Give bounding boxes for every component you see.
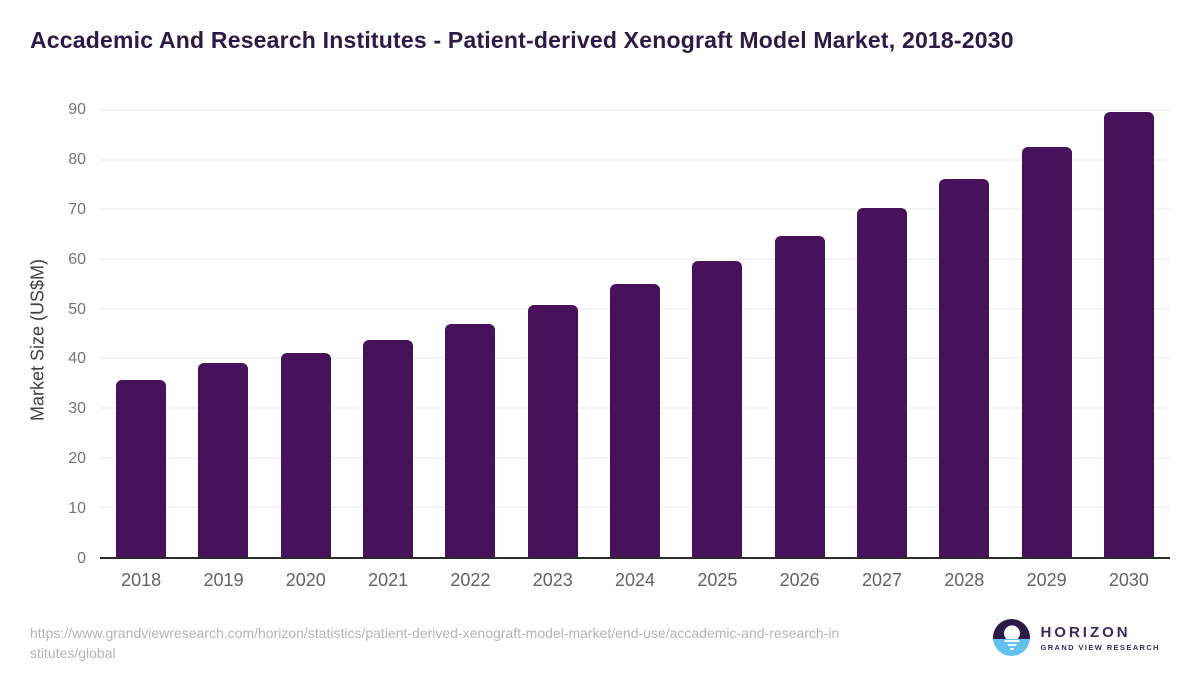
bar-slot-2027: [841, 110, 923, 557]
y-tick-label-40: 40: [68, 350, 86, 368]
bar-slot-2021: [347, 110, 429, 557]
bar-2030: [1103, 111, 1154, 557]
bar-2027: [856, 208, 907, 557]
bar-slot-2022: [429, 110, 511, 557]
bar-2026: [774, 236, 825, 557]
gridline-60: [100, 258, 1170, 260]
bar-2023: [527, 304, 578, 557]
y-tick-label-20: 20: [68, 450, 86, 468]
bar-2020: [280, 352, 331, 557]
bar-slot-2028: [923, 110, 1005, 557]
bar-2022: [445, 324, 496, 557]
x-axis-ticks: 2018 2019 2020 2021 2022 2023 2024 2025 2026 2027…: [100, 570, 1170, 591]
bar-2019: [198, 363, 249, 557]
y-tick-label-0: 0: [77, 550, 86, 567]
x-tick-label-2026: 2026: [779, 570, 820, 590]
x-tick-label-2020: 2020: [285, 570, 326, 590]
x-tick-label-2023: 2023: [532, 570, 573, 590]
gridline-70: [100, 208, 1170, 210]
bar-slot-2029: [1005, 110, 1087, 557]
x-tick-label-2018: 2018: [121, 570, 162, 590]
logo-brand-name: HORIZON: [1040, 623, 1131, 641]
bar-slot-2026: [759, 110, 841, 557]
bar-2018: [116, 379, 167, 557]
horizon-logo-text: HORIZON GRAND VIEW RESEARCH: [1040, 624, 1160, 652]
logo-brand-subtitle: GRAND VIEW RESEARCH: [1040, 642, 1160, 652]
logo-reflection-stripe: [1004, 640, 1020, 642]
bar-2021: [363, 339, 414, 557]
plot-area: [100, 109, 1170, 559]
gridline-90: [100, 109, 1170, 111]
y-tick-label-50: 50: [68, 300, 86, 318]
chart-title: Accademic And Research Institutes - Pati…: [30, 27, 1014, 53]
bar-slot-2024: [594, 110, 676, 557]
y-tick-label-60: 60: [68, 250, 86, 268]
x-tick-label-2029: 2029: [1026, 570, 1067, 590]
bar-2028: [939, 179, 990, 557]
y-tick-label-30: 30: [68, 400, 86, 418]
gridline-80: [100, 159, 1170, 161]
logo-reflection-stripe: [1009, 648, 1014, 650]
x-tick-label-2027: 2027: [861, 570, 902, 590]
bar-slot-2020: [265, 110, 347, 557]
horizon-logo-icon: [993, 619, 1031, 656]
y-tick-label-80: 80: [68, 150, 86, 168]
x-tick-label-2028: 2028: [944, 570, 985, 590]
bar-slot-2018: [100, 110, 182, 557]
logo-sea-half: [993, 639, 1031, 656]
bar-2024: [610, 283, 661, 557]
y-axis-ticks: 0 10 20 30 40 50 60 70 80 90: [0, 101, 92, 567]
y-tick-label-10: 10: [68, 500, 86, 518]
bar-2029: [1021, 147, 1072, 557]
source-url-line-2: stitutes/global: [30, 645, 116, 661]
source-url: https://www.grandviewresearch.com/horizo…: [30, 623, 839, 663]
bar-slot-2025: [676, 110, 758, 557]
bar-slot-2023: [512, 110, 594, 557]
horizon-logo: HORIZON GRAND VIEW RESEARCH: [993, 619, 1160, 656]
x-tick-label-2025: 2025: [697, 570, 738, 590]
logo-sun-icon: [1003, 625, 1020, 642]
x-tick-label-2024: 2024: [615, 570, 656, 590]
x-tick-label-2030: 2030: [1108, 570, 1149, 590]
x-tick-label-2019: 2019: [203, 570, 244, 590]
y-tick-label-70: 70: [68, 200, 86, 218]
logo-reflection-stripe: [1007, 644, 1017, 646]
bar-series: [100, 110, 1170, 557]
bar-2025: [692, 261, 743, 557]
source-url-line-1: https://www.grandviewresearch.com/horizo…: [30, 625, 840, 641]
y-tick-label-90: 90: [68, 101, 86, 118]
bar-slot-2030: [1088, 110, 1170, 557]
bar-slot-2019: [182, 110, 264, 557]
x-tick-label-2022: 2022: [450, 570, 491, 590]
x-tick-label-2021: 2021: [368, 570, 409, 590]
